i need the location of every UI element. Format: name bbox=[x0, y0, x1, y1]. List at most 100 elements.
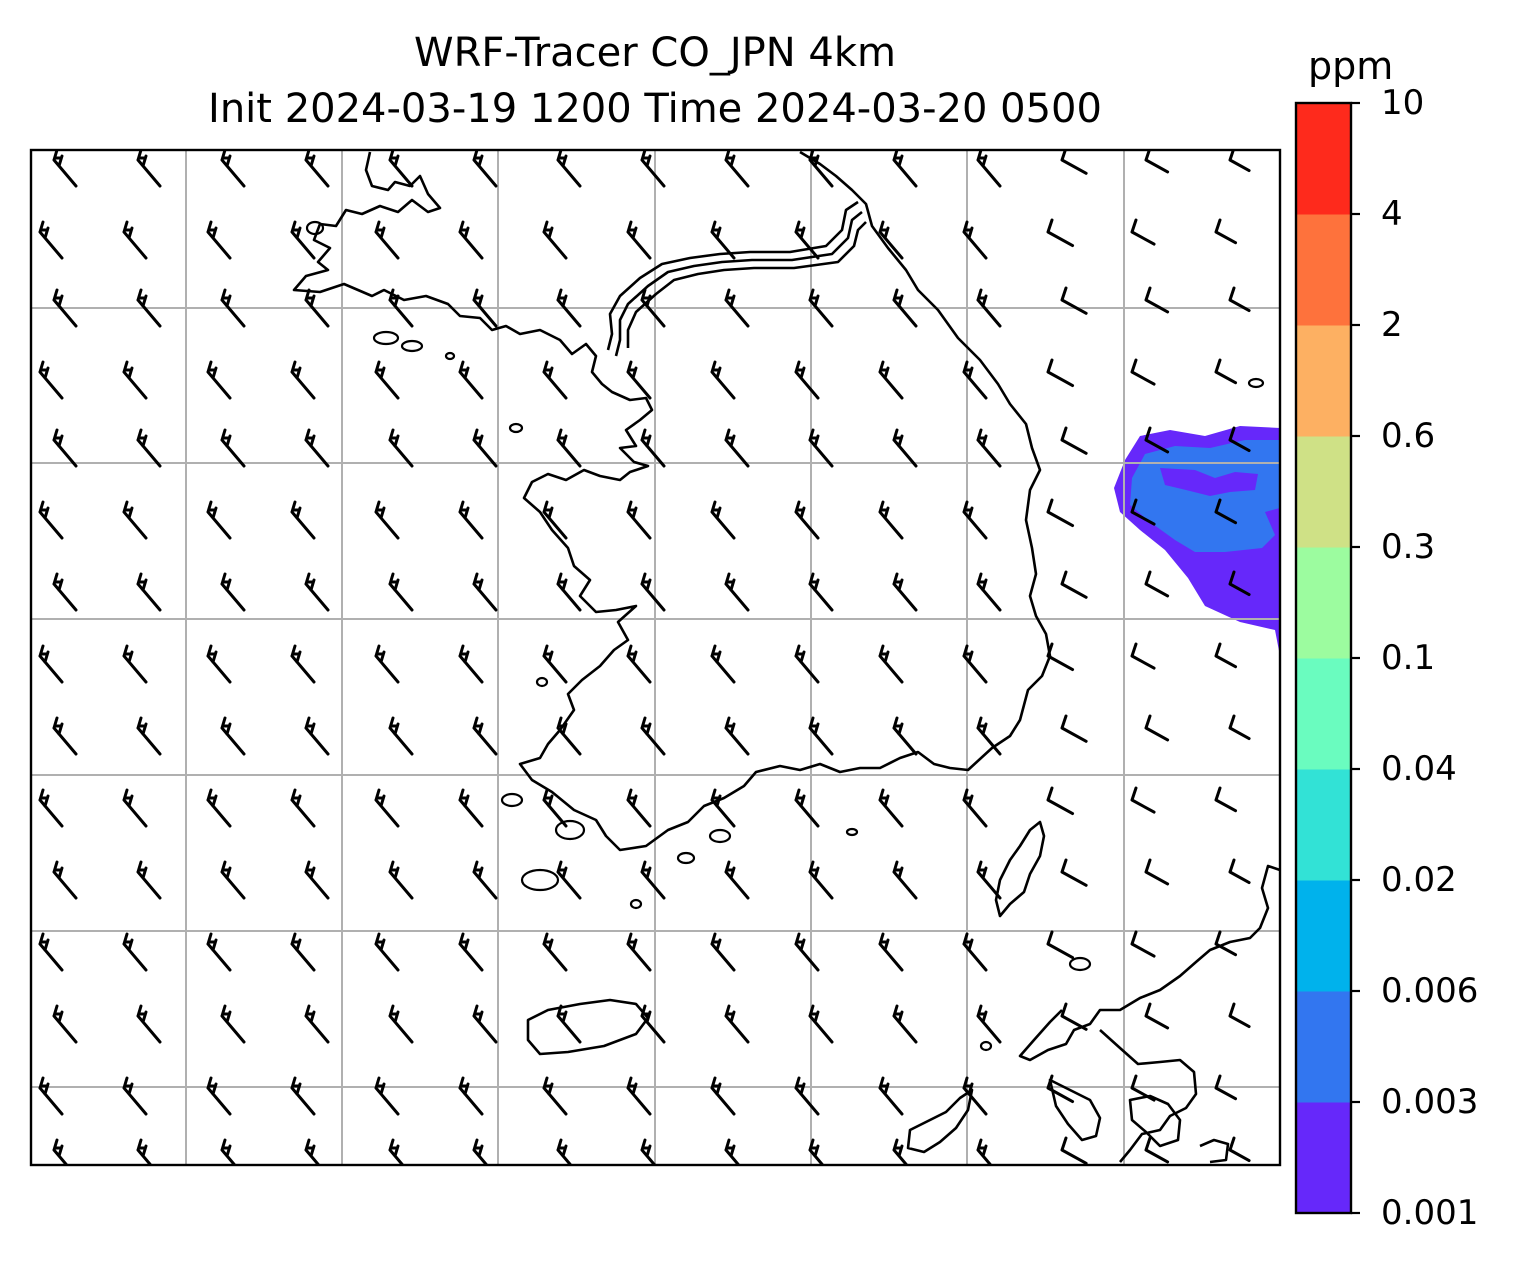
tracer-plume bbox=[1114, 426, 1280, 656]
wind-barb bbox=[878, 220, 904, 260]
wind-barb bbox=[38, 220, 64, 260]
wind-barb bbox=[808, 288, 834, 328]
wind-barb bbox=[136, 860, 162, 900]
wind-barb bbox=[1228, 1002, 1251, 1029]
wind-barb bbox=[304, 716, 330, 756]
wind-barb bbox=[304, 428, 330, 468]
wind-barb bbox=[1214, 1074, 1238, 1101]
wind-barb bbox=[388, 572, 414, 612]
colorbar-tick-label: 0.001 bbox=[1381, 1193, 1479, 1233]
wind-barb bbox=[808, 572, 834, 612]
wind-barb bbox=[220, 428, 246, 468]
wind-barb bbox=[458, 500, 484, 540]
wind-barb bbox=[122, 360, 148, 400]
wind-barb bbox=[724, 428, 750, 468]
wind-barb bbox=[542, 932, 568, 972]
wind-barb bbox=[388, 288, 414, 328]
wind-barb bbox=[808, 860, 834, 900]
wind-barb bbox=[892, 1004, 918, 1044]
wind-barb bbox=[290, 360, 316, 400]
wind-barb bbox=[710, 788, 736, 828]
wind-barb bbox=[304, 860, 330, 900]
colorbar-segment bbox=[1296, 769, 1351, 881]
colorbar-tick-label: 0.3 bbox=[1381, 527, 1436, 567]
wind-barb bbox=[1228, 858, 1251, 885]
wind-barb bbox=[206, 788, 232, 828]
wind-barb bbox=[640, 150, 666, 188]
wind-barb bbox=[388, 716, 414, 756]
wind-barb bbox=[220, 860, 246, 900]
wind-barb bbox=[1144, 1136, 1170, 1164]
wind-barb bbox=[542, 1076, 568, 1116]
wind-barb bbox=[1228, 150, 1251, 173]
wind-barb bbox=[136, 288, 162, 328]
wind-barb bbox=[304, 1004, 330, 1044]
wind-barb bbox=[1046, 930, 1075, 960]
wind-barb bbox=[388, 1004, 414, 1044]
colorbar-segment bbox=[1296, 547, 1351, 659]
wind-barb bbox=[1214, 930, 1238, 957]
wind-barb bbox=[1214, 358, 1238, 385]
wind-barb bbox=[640, 1138, 657, 1165]
wind-barb bbox=[1214, 642, 1238, 669]
colorbar-tick-label: 2 bbox=[1381, 305, 1403, 345]
colorbar-unit-label: ppm bbox=[1308, 44, 1394, 88]
wind-barb bbox=[892, 572, 918, 612]
colorbar-segment bbox=[1296, 1102, 1351, 1214]
wind-barb bbox=[38, 644, 64, 684]
wind-barb bbox=[290, 932, 316, 972]
wind-barb bbox=[388, 1138, 405, 1165]
wind-barb bbox=[1046, 498, 1075, 528]
wind-barb bbox=[794, 360, 820, 400]
map-frame bbox=[29, 148, 1282, 1167]
wind-barb bbox=[556, 572, 582, 612]
wind-barb bbox=[38, 360, 64, 400]
wind-barb bbox=[542, 360, 568, 400]
wind-barb bbox=[1060, 1002, 1088, 1031]
wind-barb bbox=[1144, 286, 1170, 314]
wind-barb bbox=[556, 1138, 573, 1165]
map-title-line1: WRF-Tracer CO_JPN 4km bbox=[414, 30, 896, 76]
wind-barb bbox=[976, 1004, 1002, 1044]
wind-barb bbox=[136, 716, 162, 756]
colorbar-segment bbox=[1296, 103, 1351, 215]
wind-barb bbox=[472, 716, 498, 756]
colorbar-tick-label: 0.04 bbox=[1381, 749, 1457, 789]
wind-barb bbox=[290, 644, 316, 684]
wind-barb bbox=[892, 428, 918, 468]
colorbar-tick-label: 10 bbox=[1381, 83, 1425, 123]
colorbar-tick-label: 4 bbox=[1381, 194, 1403, 234]
wind-barb bbox=[1060, 858, 1088, 887]
wind-barb bbox=[52, 572, 78, 612]
wind-barb bbox=[472, 1138, 489, 1165]
wind-barb bbox=[1130, 1074, 1156, 1102]
wind-barb bbox=[1130, 218, 1156, 246]
wind-barb bbox=[724, 572, 750, 612]
wind-barb bbox=[220, 150, 246, 188]
wind-barb bbox=[206, 220, 232, 260]
wind-barb bbox=[206, 500, 232, 540]
wind-barb bbox=[1144, 570, 1170, 598]
wind-barb bbox=[542, 500, 568, 540]
wind-barb bbox=[52, 1138, 69, 1165]
wind-barb bbox=[556, 1004, 582, 1044]
colorbar-segment bbox=[1296, 991, 1351, 1103]
wind-barb bbox=[710, 1076, 736, 1116]
wind-barb bbox=[892, 288, 918, 328]
wind-barb bbox=[1144, 858, 1170, 886]
wind-barb bbox=[724, 1004, 750, 1044]
wind-barb bbox=[388, 428, 414, 468]
wind-barb bbox=[724, 150, 750, 188]
wind-barb bbox=[1130, 786, 1156, 814]
wind-barb bbox=[1214, 498, 1238, 525]
wind-barb bbox=[1060, 1136, 1088, 1165]
wind-barb bbox=[52, 716, 78, 756]
wind-barb bbox=[710, 360, 736, 400]
wind-barb bbox=[122, 500, 148, 540]
wind-barb bbox=[626, 932, 652, 972]
wind-barb bbox=[1046, 358, 1075, 388]
wind-barb bbox=[962, 220, 988, 260]
wind-barb bbox=[878, 500, 904, 540]
wind-barb bbox=[1144, 1002, 1170, 1030]
